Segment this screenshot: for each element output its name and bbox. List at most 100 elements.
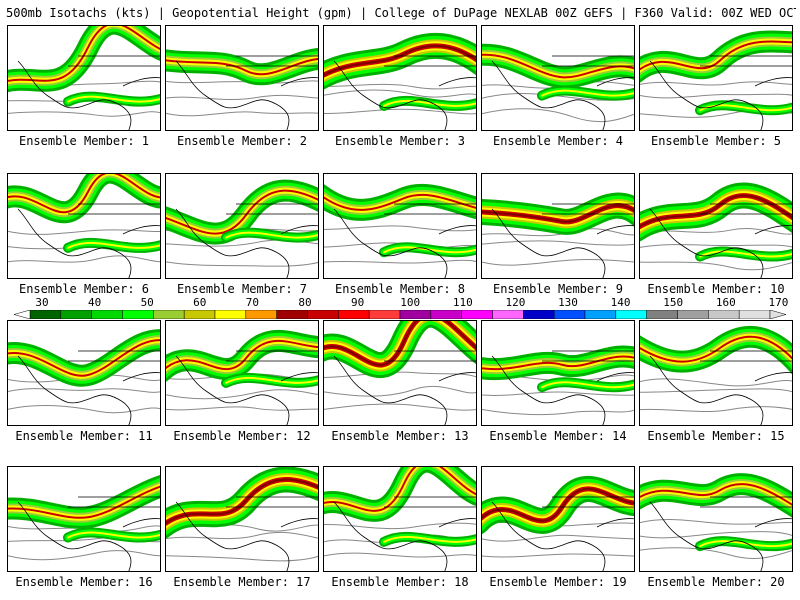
height-contour (640, 93, 792, 99)
height-contour (166, 111, 318, 117)
jet-band (482, 355, 634, 371)
height-contour (324, 385, 476, 397)
map-canvas (324, 183, 476, 278)
map-canvas (8, 174, 160, 278)
height-contour (166, 389, 318, 400)
ensemble-member-label: Ensemble Member: 20 (647, 575, 785, 589)
map-canvas (640, 30, 792, 130)
height-contour (640, 547, 792, 559)
ensemble-member-label: Ensemble Member: 2 (176, 134, 308, 148)
color-scale-swatch (276, 310, 308, 319)
color-scale-left-arrow (14, 310, 31, 319)
color-scale-tick-label: 130 (558, 296, 578, 309)
height-contour (8, 550, 160, 561)
ensemble-map-panel (639, 320, 793, 426)
coastline-outline (175, 496, 318, 571)
height-contour (8, 388, 160, 393)
height-contour (640, 519, 792, 525)
color-scale-swatch (122, 310, 154, 319)
ensemble-member-label: Ensemble Member: 12 (173, 429, 311, 443)
ensemble-map-panel (7, 466, 161, 572)
jet-band (324, 321, 476, 366)
jet-band (67, 95, 160, 103)
ensemble-map-panel (481, 25, 635, 131)
color-scale-tick-label: 40 (87, 296, 102, 309)
height-contour (640, 228, 792, 235)
color-scale-tick-label: 140 (610, 296, 631, 309)
ensemble-map-panel (165, 466, 319, 572)
height-contour (8, 111, 160, 117)
jet-band (8, 485, 160, 519)
jet-band (699, 250, 792, 258)
jet-band (324, 44, 476, 77)
ensemble-member-label: Ensemble Member: 7 (176, 282, 308, 296)
ensemble-map-panel (323, 320, 477, 426)
jet-band (541, 381, 634, 389)
map-canvas (166, 179, 318, 278)
ensemble-map-panel (481, 320, 635, 426)
ensemble-member-label: Ensemble Member: 8 (334, 282, 466, 296)
height-contour (640, 81, 792, 86)
coastline-outline (649, 55, 792, 130)
map-canvas (640, 182, 792, 278)
color-scale-swatch (338, 310, 370, 319)
coastline-outline (491, 350, 634, 425)
jet-band (482, 53, 634, 79)
jet-band (225, 231, 318, 239)
color-scale-swatch (523, 310, 555, 319)
color-scale-bar (14, 310, 786, 319)
height-contour (640, 406, 792, 413)
ensemble-map-panel (323, 173, 477, 279)
height-contour (640, 388, 792, 393)
height-contour (324, 83, 476, 90)
height-contour (166, 406, 318, 411)
height-contour (324, 225, 476, 232)
jet-band (324, 193, 476, 211)
coastline-outline (333, 496, 476, 571)
ensemble-map-panel (165, 320, 319, 426)
jet-band (383, 535, 476, 543)
ensemble-map-panel (165, 25, 319, 131)
coastline-outline (649, 203, 792, 278)
color-scale-swatch (646, 310, 678, 319)
color-scale-swatch (584, 310, 617, 319)
map-canvas (324, 321, 476, 425)
coastline-outline (491, 203, 634, 278)
height-contour (324, 403, 476, 411)
ensemble-map-panel (481, 466, 635, 572)
color-scale-swatch (307, 310, 339, 319)
ensemble-member-label: Ensemble Member: 17 (173, 575, 311, 589)
ensemble-map-panel (7, 25, 161, 131)
coastline-outline (649, 350, 792, 425)
height-contour (8, 255, 160, 263)
color-scale-tick-label: 80 (298, 296, 312, 309)
jet-band (640, 335, 792, 363)
color-scale-swatch (245, 310, 277, 319)
color-scale-tick-label: 90 (350, 296, 365, 309)
color-scale-swatch (708, 310, 740, 319)
height-contour (8, 405, 160, 414)
color-scale-swatch (399, 310, 432, 319)
map-canvas (482, 192, 634, 278)
color-scale-swatch (183, 310, 216, 319)
color-scale-swatch (738, 310, 771, 319)
ensemble-map-panel (639, 466, 793, 572)
coastline-outline (333, 55, 476, 130)
map-canvas (640, 325, 792, 425)
color-scale-tick-label: 70 (245, 296, 260, 309)
coastline-outline (17, 350, 160, 425)
map-canvas (8, 475, 160, 571)
coastline-outline (17, 496, 160, 571)
color-scale-swatch (60, 310, 92, 319)
height-contour (640, 244, 792, 248)
color-scale-right-arrow (769, 310, 786, 319)
ensemble-member-label: Ensemble Member: 10 (647, 282, 785, 296)
coastline-outline (175, 55, 318, 130)
coastline-outline (17, 203, 160, 278)
jet-band (166, 57, 318, 76)
jet-band (8, 339, 160, 377)
coastline-outline (17, 55, 160, 130)
map-header-title: 500mb Isotachs (kts) | Geopotential Heig… (6, 6, 796, 20)
ensemble-member-label: Ensemble Member: 19 (489, 575, 627, 589)
height-contour (166, 531, 318, 540)
